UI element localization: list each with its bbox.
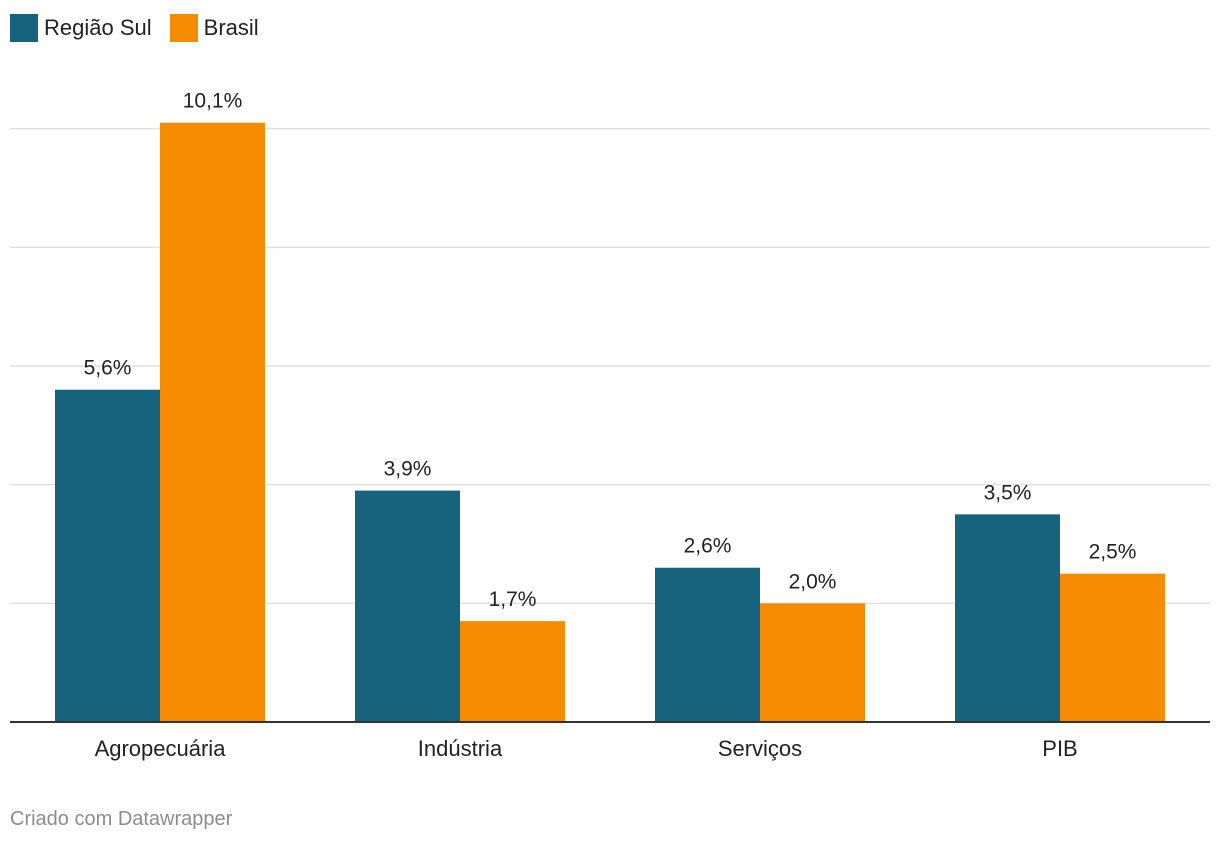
x-tick-label-pib: PIB <box>1042 736 1077 761</box>
data-label-regiao-sul-servicos: 2,6% <box>684 535 732 558</box>
bar-brasil-servicos <box>760 603 865 722</box>
bar-regiao-sul-pib <box>955 514 1060 722</box>
data-label-regiao-sul-industria: 3,9% <box>384 458 432 481</box>
data-label-brasil-agropecuaria: 10,1% <box>183 90 243 113</box>
footer-credit: Criado com Datawrapper <box>10 808 233 830</box>
x-tick-label-industria: Indústria <box>418 736 503 761</box>
data-label-brasil-servicos: 2,0% <box>789 570 837 593</box>
legend: Região Sul Brasil <box>10 14 259 42</box>
legend-item-brasil: Brasil <box>169 14 259 42</box>
bar-regiao-sul-servicos <box>655 567 760 722</box>
x-tick-label-servicos: Serviços <box>718 736 802 761</box>
bar-regiao-sul-agropecuaria <box>55 389 160 722</box>
x-tick-label-agropecuaria: Agropecuária <box>95 736 227 761</box>
data-label-regiao-sul-agropecuaria: 5,6% <box>84 357 132 380</box>
bar-brasil-industria <box>460 621 565 722</box>
data-label-regiao-sul-pib: 3,5% <box>984 481 1032 504</box>
legend-swatch-brasil <box>169 14 198 42</box>
data-label-brasil-pib: 2,5% <box>1089 541 1137 564</box>
bar-regiao-sul-industria <box>355 490 460 722</box>
legend-label-brasil: Brasil <box>203 15 259 40</box>
legend-swatch-regiao-sul <box>10 14 38 42</box>
bar-brasil-agropecuaria <box>160 122 265 722</box>
legend-item-regiao-sul: Região Sul <box>10 14 152 42</box>
bar-brasil-pib <box>1060 573 1165 722</box>
data-label-brasil-industria: 1,7% <box>489 588 537 611</box>
legend-label-regiao-sul: Região Sul <box>44 15 152 40</box>
